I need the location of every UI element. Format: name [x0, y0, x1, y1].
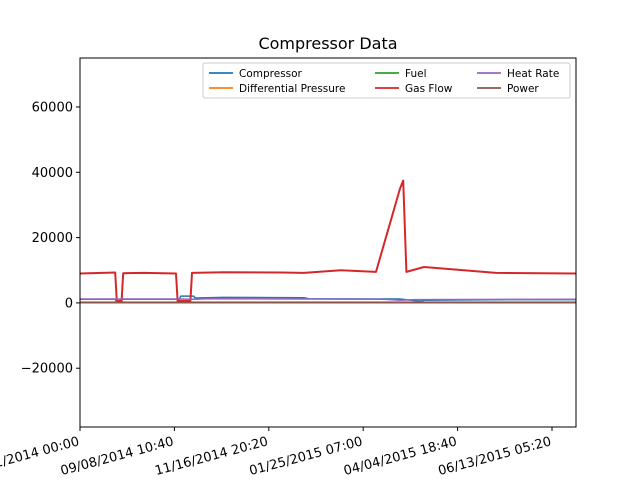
series-line-gas-flow: [79, 179, 577, 302]
legend-label: Differential Pressure: [239, 83, 345, 95]
chart-title: Compressor Data: [258, 34, 397, 53]
y-tick-label: 40000: [32, 166, 73, 181]
legend-label: Compressor: [239, 68, 303, 80]
legend-box: [202, 62, 571, 99]
legend-label: Power: [507, 83, 539, 95]
y-tick-label: −20000: [21, 362, 73, 377]
legend-label: Fuel: [405, 68, 427, 80]
y-tick-label: 20000: [32, 231, 73, 246]
legend: Compressor Differential Pressure Fuel Gas F…: [202, 62, 571, 99]
y-axis: −20000 0 20000 40000 60000: [21, 100, 80, 377]
axes-frame: [79, 57, 577, 428]
series-line-heat-rate: [80, 297, 577, 302]
y-tick-label: 60000: [32, 100, 73, 115]
axes-background: [80, 58, 576, 427]
y-tick-label: 0: [65, 296, 73, 311]
legend-label: Heat Rate: [507, 68, 559, 80]
plot-area: [79, 57, 577, 428]
legend-label: Gas Flow: [405, 83, 453, 95]
